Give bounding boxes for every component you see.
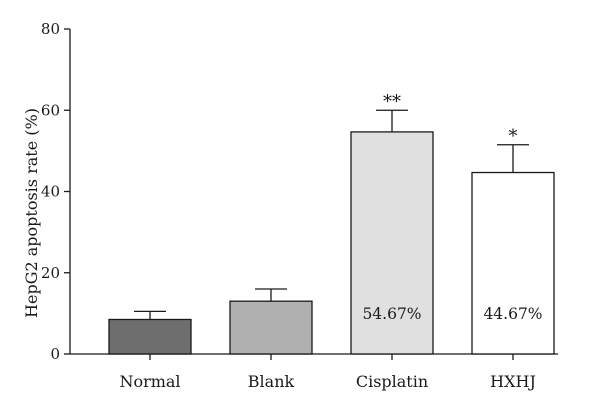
significance-marker: ** xyxy=(383,91,401,112)
y-tick-label: 0 xyxy=(50,345,60,363)
y-tick-label: 20 xyxy=(41,264,60,282)
x-tick-label: HXHJ xyxy=(490,372,536,391)
significance-marker: * xyxy=(509,126,518,147)
bar-cisplatin xyxy=(350,131,434,355)
y-axis-label: HepG2 apoptosis rate (%) xyxy=(22,108,41,318)
x-tick-label: Cisplatin xyxy=(356,372,428,391)
y-tick-label: 60 xyxy=(41,101,60,119)
bar-normal xyxy=(108,318,192,355)
bars xyxy=(108,109,555,355)
y-tick-label: 40 xyxy=(41,183,60,201)
labels: Normal Blank Cisplatin 54.67% ** HXHJ 44.67% * xyxy=(119,91,542,391)
bar-blank xyxy=(229,300,313,355)
data-label: 44.67% xyxy=(483,305,542,323)
x-tick-label: Blank xyxy=(248,372,295,391)
y-tick-label: 80 xyxy=(41,20,60,38)
bar-hxhj xyxy=(471,171,555,355)
data-label: 54.67% xyxy=(362,305,421,323)
x-tick-label: Normal xyxy=(119,372,180,391)
